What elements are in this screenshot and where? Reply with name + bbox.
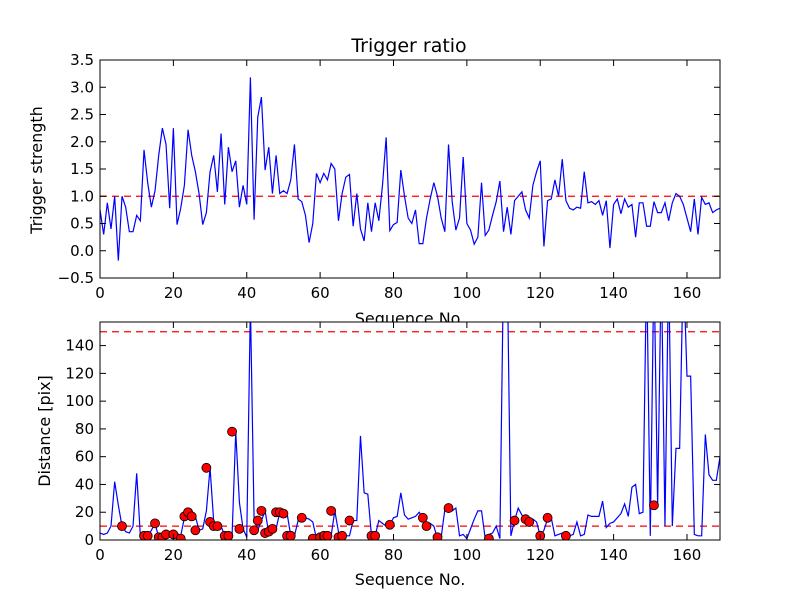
data-point — [186, 511, 197, 522]
y-tick-label: 2.0 — [70, 133, 94, 151]
data-point — [117, 521, 127, 532]
data-point — [370, 530, 381, 540]
y-axis-label: Trigger strength — [27, 106, 46, 235]
data-point — [524, 517, 535, 527]
x-tick-label: 120 — [526, 284, 555, 302]
y-tick-label: 140 — [65, 337, 94, 355]
data-point — [384, 519, 395, 530]
x-tick-label: 140 — [599, 284, 628, 302]
y-tick-label: 0.0 — [70, 242, 94, 260]
plot-area: 0 20 40 60 80 100 120 140 160 −0.5 0.0 0.5 1.0 1.5 2.0… — [58, 51, 721, 302]
data-point — [337, 530, 348, 540]
clipped-series — [100, 322, 720, 540]
chart-title: Trigger ratio — [350, 35, 466, 57]
data-point — [344, 515, 355, 526]
y-tick-label: 1.5 — [70, 160, 94, 178]
data-point — [267, 523, 278, 534]
data-point — [249, 525, 259, 536]
x-tick-label: 20 — [164, 284, 183, 302]
y-tick-label: 3.0 — [70, 78, 94, 96]
trigger-ratio-chart: Trigger ratio Sequence No. Trigger stren… — [27, 35, 721, 328]
y-tick-label: 60 — [75, 448, 94, 466]
data-point — [212, 521, 223, 532]
y-tick-label: 40 — [75, 475, 94, 493]
data-point — [252, 515, 263, 526]
y-tick-label: 20 — [75, 503, 94, 521]
y-tick-label: 100 — [65, 392, 94, 410]
data-point — [256, 505, 267, 516]
plot-area: 0 20 40 60 80 100 120 140 160 0 20 40 60 80 100 120 140 — [65, 321, 721, 564]
data-point — [227, 426, 237, 437]
x-tick-label: 20 — [164, 546, 183, 564]
x-tick-label: 140 — [599, 546, 628, 564]
data-point — [322, 530, 333, 540]
data-point — [561, 530, 571, 540]
axes-background — [100, 60, 720, 278]
x-tick-label: 60 — [311, 284, 330, 302]
data-point — [150, 518, 160, 529]
clipped-series — [100, 77, 720, 261]
data-point — [278, 508, 289, 519]
data-point — [175, 533, 186, 540]
y-tick-label: 0 — [84, 531, 94, 549]
series-line — [100, 77, 720, 261]
y-tick-label: 3.5 — [70, 51, 94, 69]
data-point — [142, 530, 153, 540]
x-tick-label: 60 — [311, 546, 330, 564]
x-tick-label: 0 — [95, 284, 105, 302]
data-point — [483, 533, 494, 540]
data-point — [296, 512, 307, 523]
y-tick-label: 2.5 — [70, 106, 94, 124]
y-tick-label: 120 — [65, 364, 94, 382]
y-tick-label: 80 — [75, 420, 94, 438]
x-tick-label: 0 — [95, 546, 105, 564]
y-tick-label: 1.0 — [70, 187, 94, 205]
data-point — [432, 532, 443, 540]
data-point — [649, 500, 659, 511]
data-point — [421, 521, 432, 532]
x-axis-label: Sequence No. — [355, 570, 466, 589]
data-point — [509, 515, 520, 526]
axes-frame — [99, 321, 721, 541]
x-tick-label: 100 — [453, 284, 482, 302]
x-tick-label: 80 — [384, 546, 403, 564]
y-axis-label: Distance [pix] — [35, 375, 54, 487]
data-point — [417, 512, 428, 523]
x-tick-label: 40 — [237, 546, 256, 564]
y-tick-label: 0.5 — [70, 215, 94, 233]
x-tick-label: 160 — [673, 546, 702, 564]
data-point — [201, 462, 212, 473]
x-tick-label: 100 — [453, 546, 482, 564]
data-point — [542, 512, 553, 523]
data-point — [285, 530, 296, 540]
data-point — [190, 525, 201, 536]
data-point — [223, 530, 234, 540]
x-tick-label: 80 — [384, 284, 403, 302]
distance-chart: Sequence No. Distance [pix] 0 20 40 60 80 100… — [35, 321, 721, 589]
x-tick-label: 120 — [526, 546, 555, 564]
x-tick-label: 40 — [237, 284, 256, 302]
data-point — [326, 505, 337, 516]
axes-background — [100, 322, 720, 540]
y-tick-label: −0.5 — [58, 269, 94, 287]
x-tick-label: 160 — [673, 284, 702, 302]
data-point — [443, 503, 454, 513]
series-line — [100, 322, 720, 540]
data-point — [234, 523, 245, 534]
